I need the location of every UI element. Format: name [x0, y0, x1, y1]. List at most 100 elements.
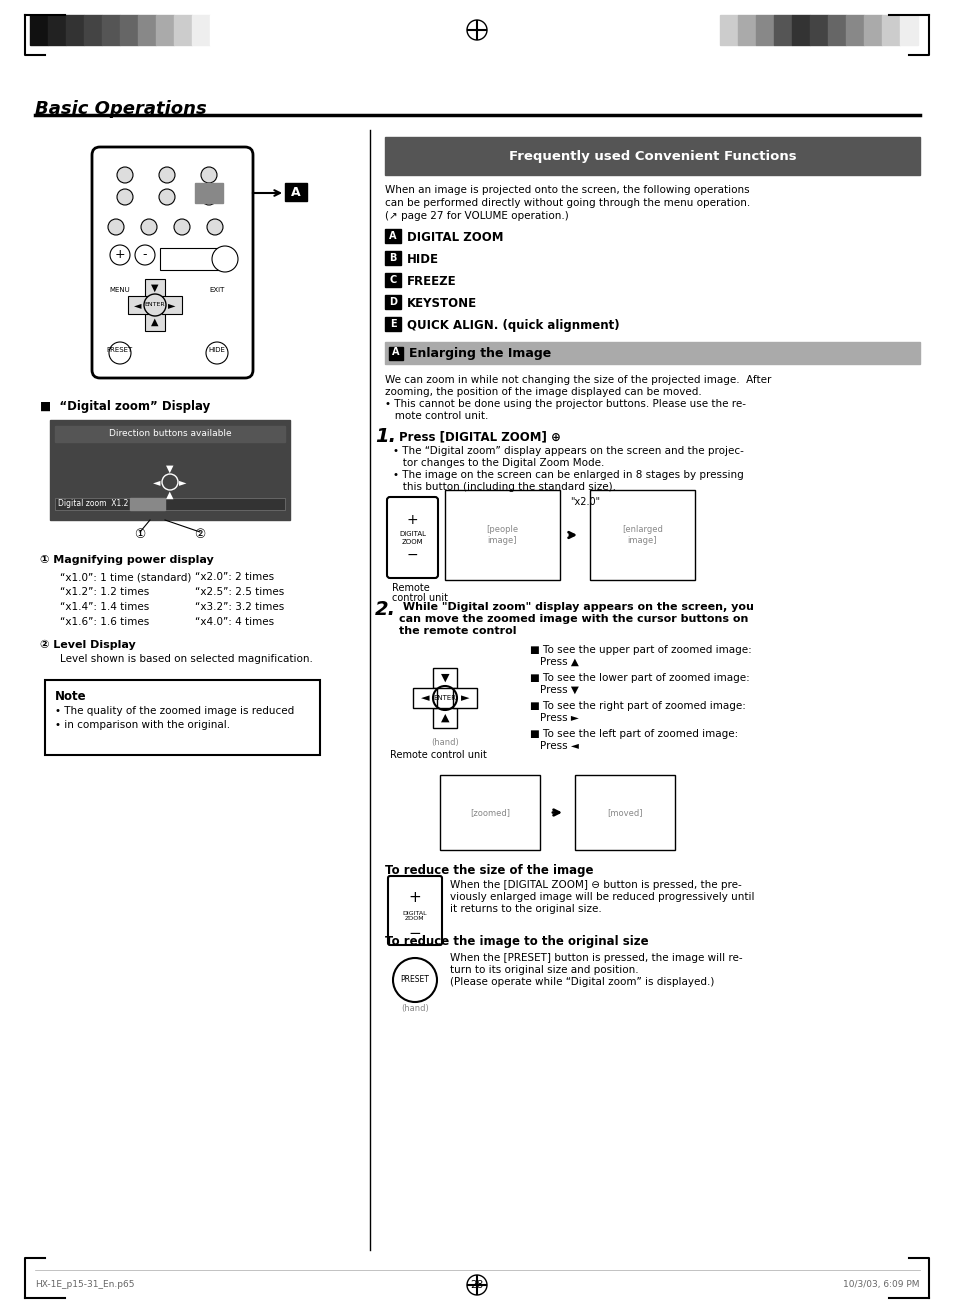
Text: ►: ► [179, 477, 187, 487]
Text: tor changes to the Digital Zoom Mode.: tor changes to the Digital Zoom Mode. [393, 458, 604, 467]
Text: +: + [406, 513, 417, 527]
Bar [48, 14, 66, 45]
Text: 2.: 2. [375, 600, 395, 618]
Text: the remote control: the remote control [398, 626, 516, 635]
Text: +: + [408, 890, 421, 906]
Text: (hand): (hand) [400, 1003, 429, 1012]
Circle shape [135, 246, 154, 265]
Text: can be performed directly without going through the menu operation.: can be performed directly without going … [385, 198, 749, 207]
Text: it returns to the original size.: it returns to the original size. [450, 903, 601, 914]
Text: ① Magnifying power display: ① Magnifying power display [40, 555, 213, 565]
Text: D: D [389, 297, 396, 307]
Text: “x1.4”: 1.4 times: “x1.4”: 1.4 times [60, 601, 149, 612]
Text: DIGITAL
ZOOM: DIGITAL ZOOM [398, 532, 426, 545]
Circle shape [201, 167, 216, 183]
Text: ②: ② [194, 529, 206, 541]
Circle shape [173, 219, 190, 235]
Bar [863, 14, 882, 45]
Text: QUICK ALIGN. (quick alignment): QUICK ALIGN. (quick alignment) [407, 319, 619, 332]
Bar [827, 14, 845, 45]
Text: ■ To see the lower part of zoomed image:: ■ To see the lower part of zoomed image: [530, 674, 749, 683]
Text: Press [DIGITAL ZOOM] ⊕: Press [DIGITAL ZOOM] ⊕ [398, 429, 560, 442]
Text: “x2.5”: 2.5 times: “x2.5”: 2.5 times [194, 587, 284, 597]
Bar [192, 14, 210, 45]
Text: PRESET: PRESET [107, 347, 133, 353]
Text: Frequently used Convenient Functions: Frequently used Convenient Functions [508, 150, 796, 163]
Text: "x2.0": "x2.0" [569, 498, 599, 507]
Text: [people
image]: [people image] [486, 525, 518, 545]
Text: [moved]: [moved] [607, 807, 642, 817]
Text: A: A [389, 231, 396, 242]
Bar [210, 14, 228, 45]
Text: ①: ① [134, 529, 146, 541]
Text: HIDE: HIDE [209, 347, 225, 353]
Bar [45, 680, 319, 755]
Text: ▼: ▼ [166, 463, 173, 474]
Text: To reduce the size of the image: To reduce the size of the image [385, 864, 593, 877]
Bar [145, 278, 165, 297]
Circle shape [212, 246, 237, 272]
Bar [385, 295, 400, 309]
Text: Press ►: Press ► [539, 713, 578, 723]
Text: -: - [143, 248, 147, 261]
Text: • The “Digital zoom” display appears on the screen and the projec-: • The “Digital zoom” display appears on … [393, 446, 743, 456]
Text: ▼: ▼ [152, 284, 158, 293]
Text: We can zoom in while not changing the size of the projected image.  After: We can zoom in while not changing the si… [385, 376, 771, 385]
Text: zooming, the position of the image displayed can be moved.: zooming, the position of the image displ… [385, 387, 701, 397]
Text: “x3.2”: 3.2 times: “x3.2”: 3.2 times [194, 601, 284, 612]
Text: E: E [389, 319, 395, 330]
Bar [385, 251, 400, 265]
Bar [138, 14, 156, 45]
Circle shape [206, 341, 228, 364]
Bar [160, 248, 220, 270]
Bar [444, 490, 559, 580]
Text: C: C [389, 274, 396, 285]
Text: [enlarged
image]: [enlarged image] [621, 525, 662, 545]
Bar [84, 14, 102, 45]
Text: ►: ► [460, 693, 469, 702]
Bar [755, 14, 773, 45]
Bar [55, 425, 285, 442]
Text: HIDE: HIDE [407, 253, 438, 267]
Text: “x1.2”: 1.2 times: “x1.2”: 1.2 times [60, 587, 149, 597]
Text: 28: 28 [470, 1280, 483, 1289]
Bar [385, 273, 400, 288]
Text: “x1.6”: 1.6 times: “x1.6”: 1.6 times [60, 617, 149, 628]
Circle shape [108, 219, 124, 235]
Text: A: A [291, 185, 300, 198]
Circle shape [117, 189, 132, 205]
Bar [738, 14, 755, 45]
Text: ■ To see the left part of zoomed image:: ■ To see the left part of zoomed image: [530, 729, 738, 739]
Text: ▼: ▼ [440, 674, 449, 683]
Text: Press ▲: Press ▲ [539, 656, 578, 667]
Text: • The quality of the zoomed image is reduced: • The quality of the zoomed image is red… [55, 706, 294, 716]
Text: +: + [114, 248, 125, 261]
Bar [773, 14, 791, 45]
Bar [66, 14, 84, 45]
Text: turn to its original size and position.: turn to its original size and position. [450, 965, 638, 976]
Text: Remote control unit: Remote control unit [390, 750, 486, 760]
Text: • in comparison with the original.: • in comparison with the original. [55, 720, 230, 730]
Bar [882, 14, 899, 45]
Bar [194, 183, 223, 204]
Text: “x2.0”: 2 times: “x2.0”: 2 times [194, 572, 274, 582]
Text: “x1.0”: 1 time (standard): “x1.0”: 1 time (standard) [60, 572, 192, 582]
Text: Remote: Remote [392, 583, 429, 593]
Bar [30, 14, 48, 45]
Bar [389, 347, 402, 360]
Bar [385, 137, 919, 175]
Text: ▲: ▲ [440, 713, 449, 723]
Text: DIGITAL
ZOOM: DIGITAL ZOOM [402, 911, 427, 922]
Circle shape [159, 189, 174, 205]
Text: When an image is projected onto the screen, the following operations: When an image is projected onto the scre… [385, 185, 749, 196]
Text: ■ To see the upper part of zoomed image:: ■ To see the upper part of zoomed image: [530, 645, 751, 655]
Text: ◄: ◄ [420, 693, 429, 702]
Text: “x4.0”: 4 times: “x4.0”: 4 times [194, 617, 274, 628]
Bar [55, 498, 285, 509]
Text: • The image on the screen can be enlarged in 8 stages by pressing: • The image on the screen can be enlarge… [393, 470, 743, 481]
Bar [439, 775, 539, 850]
Text: Direction buttons available: Direction buttons available [109, 429, 231, 439]
Bar [899, 14, 917, 45]
Bar [453, 688, 476, 708]
Bar [130, 498, 165, 509]
